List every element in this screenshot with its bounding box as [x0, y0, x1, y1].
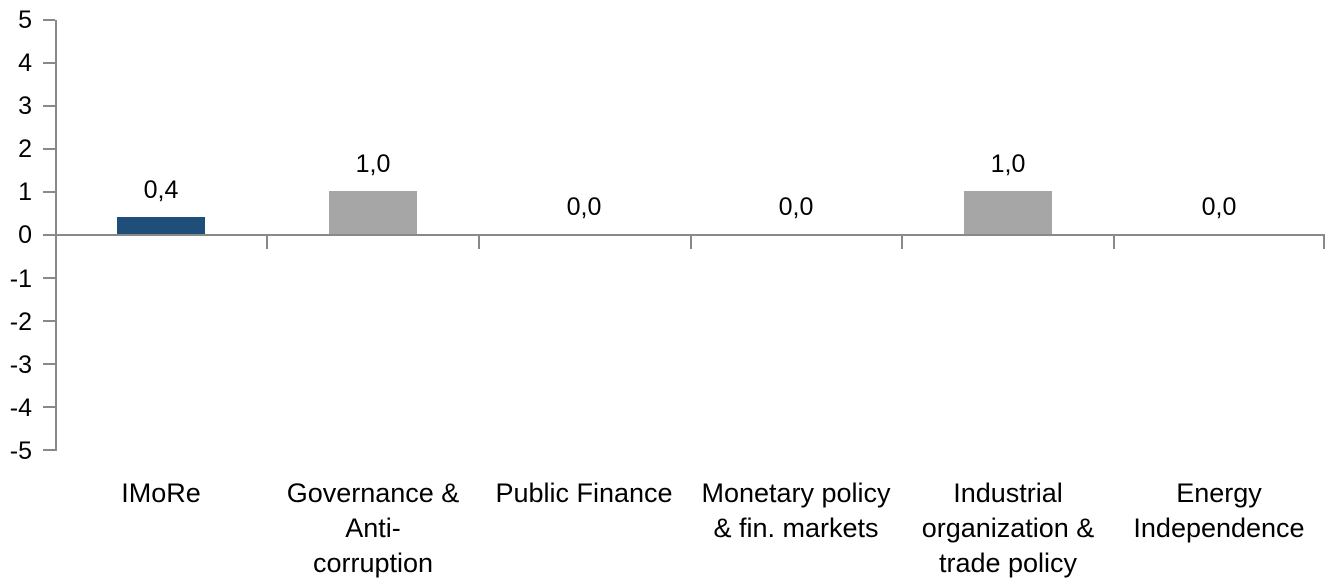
y-axis-tick [43, 406, 55, 408]
x-axis-tick [478, 236, 480, 249]
x-axis-tick [901, 236, 903, 249]
y-axis-label: 3 [18, 92, 32, 120]
y-axis-label: 5 [18, 6, 32, 34]
category-label-monetary-policy: Monetary policy & fin. markets [701, 478, 891, 543]
y-axis-label: -1 [9, 265, 32, 293]
y-axis-label: 0 [18, 221, 32, 249]
x-axis-line [55, 234, 1325, 236]
y-axis-tick [43, 363, 55, 365]
y-axis-label: 2 [18, 135, 32, 163]
x-axis-tick [690, 236, 692, 249]
y-axis-tick [43, 62, 55, 64]
value-label-monetary-policy: 0,0 [778, 193, 814, 221]
y-axis-label: -2 [9, 308, 32, 336]
x-axis-tick [1113, 236, 1115, 249]
y-axis-tick [43, 19, 55, 21]
y-axis-label: -5 [9, 437, 32, 465]
category-label-governance-anticorruption: Governance & Anti- corruption [286, 478, 460, 578]
y-axis-label: 4 [18, 49, 32, 77]
y-axis-tick [43, 320, 55, 322]
bar-imore [117, 217, 205, 234]
value-label-industrial-organization: 1,0 [990, 150, 1026, 178]
value-label-public-finance: 0,0 [566, 193, 602, 221]
value-label-imore: 0,4 [143, 176, 179, 204]
y-axis-label: -3 [9, 351, 32, 379]
category-label-industrial-organization: Industrial organization & trade policy [921, 478, 1095, 578]
y-axis-tick [43, 234, 55, 236]
x-axis-tick [266, 236, 268, 249]
category-label-imore: IMoRe [121, 478, 201, 508]
x-axis-tick [1323, 236, 1325, 249]
category-label-energy-independence: Energy Independence [1133, 478, 1305, 543]
y-axis-tick [43, 148, 55, 150]
value-label-governance-anticorruption: 1,0 [355, 150, 391, 178]
bar-governance-anticorruption [329, 191, 417, 234]
y-axis-label: 1 [18, 178, 32, 206]
y-axis-tick [43, 191, 55, 193]
category-label-public-finance: Public Finance [495, 478, 673, 508]
y-axis-tick [43, 449, 55, 451]
value-label-energy-independence: 0,0 [1201, 193, 1237, 221]
y-axis-label: -4 [9, 394, 32, 422]
y-axis-tick [43, 105, 55, 107]
bar-industrial-organization [964, 191, 1052, 234]
y-axis-tick [43, 277, 55, 279]
